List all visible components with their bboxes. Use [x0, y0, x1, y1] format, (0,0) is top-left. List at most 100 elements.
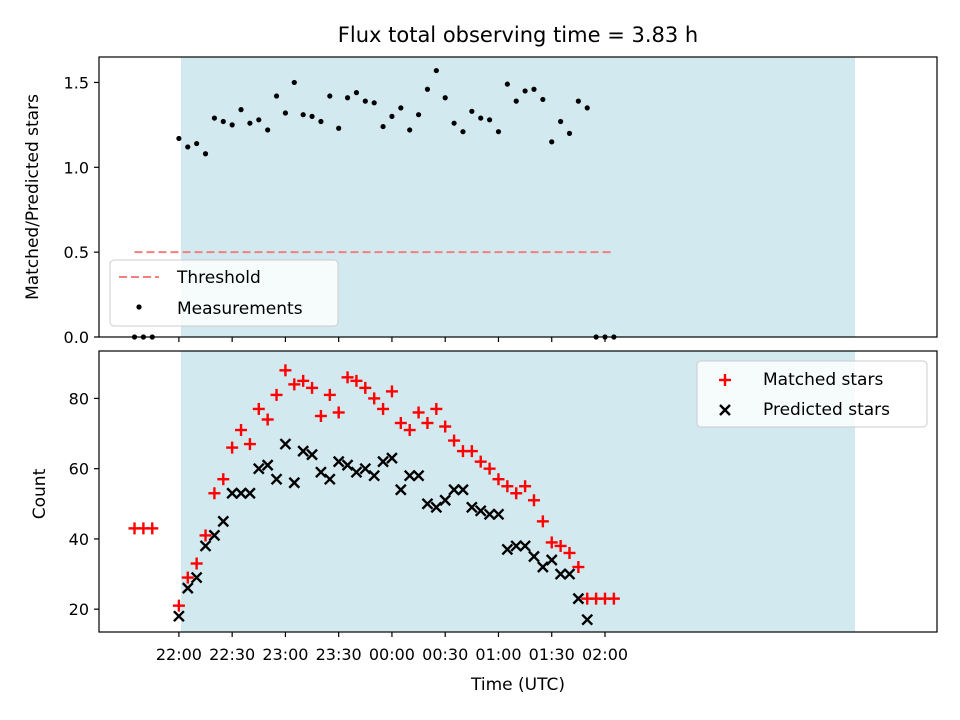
matched-star-point	[377, 402, 390, 415]
legend-measurements-label: Measurements	[177, 299, 303, 319]
predicted-star-point	[554, 568, 567, 580]
predicted-star-point	[474, 504, 487, 517]
measurement-point	[513, 98, 519, 104]
predicted-star-point	[386, 452, 398, 464]
measurement-point	[584, 105, 590, 111]
x-tick-label: 00:30	[422, 645, 468, 664]
matched-star-point	[279, 364, 292, 377]
measurement-point	[558, 118, 564, 125]
bottom-y-axis-label: Count	[30, 468, 50, 519]
top-panel: 0.0 0.5 1.0 1.5 Flux total observing time =…	[23, 23, 938, 347]
matched-star-point	[314, 409, 327, 422]
measurement-point	[460, 129, 466, 135]
predicted-star-point	[235, 487, 247, 500]
matched-star-point	[350, 374, 363, 387]
matched-star-point	[297, 374, 310, 387]
measurement-point	[504, 81, 510, 87]
predicted-star-point	[394, 483, 407, 496]
measurement-point	[495, 129, 502, 135]
matched-star-point	[332, 406, 345, 419]
matched-star-point	[368, 392, 381, 405]
chart-title: Flux total observing time = 3.83 h	[338, 23, 698, 47]
predicted-star-point	[244, 487, 256, 500]
x-tick-label: 01:00	[475, 645, 521, 664]
predicted-star-point	[457, 483, 469, 496]
matched-star-point	[341, 371, 354, 384]
measurement-point	[176, 135, 182, 142]
matched-star-point	[519, 480, 532, 493]
predicted-star-point	[252, 462, 265, 475]
measurement-point	[566, 130, 573, 136]
measurement-point	[238, 107, 244, 113]
predicted-star-point	[581, 613, 594, 626]
measurement-point	[220, 118, 226, 125]
predicted-star-point	[377, 455, 389, 468]
matched-star-point	[403, 424, 416, 437]
top-y-tick-label: 0.0	[64, 328, 89, 347]
measurement-point	[336, 125, 342, 131]
predicted-star-point	[439, 494, 452, 507]
predicted-star-point	[510, 540, 523, 552]
top-y-tick-label: 1.5	[64, 73, 89, 92]
matched-star-point	[270, 388, 283, 401]
matched-star-point	[412, 406, 425, 419]
bottom-legend: Matched stars Predicted stars	[696, 360, 928, 428]
bottom-panel: 20 40 60 80 22:00 22:30 23:00 23:30 00:00 00:30 0…	[30, 350, 938, 695]
matched-star-point	[474, 455, 487, 468]
predicted-star-point	[465, 501, 478, 514]
measurement-point	[256, 117, 262, 123]
matched-star-point	[323, 388, 336, 401]
predicted-star-point	[297, 445, 310, 457]
predicted-star-point	[368, 469, 381, 482]
predicted-star-point	[448, 483, 460, 496]
measurement-point	[407, 127, 413, 133]
predicted-star-point	[226, 487, 239, 500]
predicted-star-point	[421, 497, 434, 510]
matched-star-point	[572, 561, 585, 574]
predicted-star-point	[483, 508, 496, 521]
predicted-star-point	[261, 459, 274, 472]
bottom-axes-frame	[98, 350, 938, 633]
predicted-star-point	[190, 571, 203, 584]
bottom-y-tick-label: 60	[69, 460, 89, 479]
predicted-star-point	[288, 476, 301, 489]
top-y-tick-label: 0.5	[64, 243, 89, 262]
measurement-point	[424, 86, 431, 92]
legend-predicted-label: Predicted stars	[763, 400, 890, 420]
measurement-point	[549, 139, 555, 145]
predicted-star-point	[315, 466, 327, 479]
bottom-y-tick-label: 20	[69, 600, 89, 619]
matched-star-point	[448, 434, 461, 447]
predicted-star-point	[181, 582, 194, 594]
matched-star-point	[430, 402, 443, 415]
measurement-point	[389, 113, 395, 119]
measurement-point	[194, 140, 200, 147]
measurement-point	[282, 110, 289, 116]
matched-star-point	[190, 557, 203, 570]
predicted-star-point	[217, 515, 230, 528]
matched-star-point	[421, 417, 434, 430]
predicted-star-point	[332, 455, 345, 468]
matched-star-point	[359, 381, 372, 394]
measurement-point	[478, 115, 484, 121]
matched-star-point	[536, 515, 549, 528]
predicted-star-point	[572, 592, 585, 605]
measurement-point	[540, 96, 546, 103]
measurement-point	[353, 90, 360, 96]
legend-matched-swatch	[719, 374, 731, 386]
x-tick-label: 23:30	[316, 645, 362, 664]
top-axes-frame	[98, 56, 938, 338]
measurement-point	[398, 105, 404, 111]
measurement-point	[451, 120, 457, 126]
x-axis-label: Time (UTC)	[470, 675, 565, 695]
matched-star-point	[483, 462, 496, 475]
matched-star-point	[243, 438, 256, 451]
matched-star-point	[439, 420, 452, 433]
measurement-point	[185, 144, 191, 150]
bottom-y-tick-label: 80	[69, 389, 89, 408]
predicted-star-point	[306, 448, 318, 461]
matched-star-point	[252, 402, 265, 415]
matched-star-point	[465, 445, 478, 458]
matched-star-point	[208, 487, 221, 500]
x-tick-label: 01:30	[529, 645, 575, 664]
